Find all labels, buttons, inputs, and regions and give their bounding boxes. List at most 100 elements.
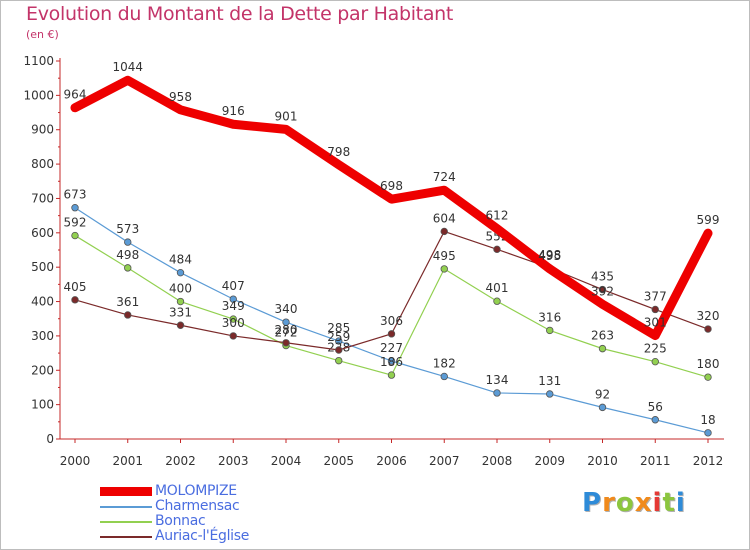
chart-title: Evolution du Montant de la Dette par Hab… [26, 3, 454, 25]
data-point-2 [71, 231, 79, 240]
data-point-2 [704, 373, 712, 381]
data-point-3 [335, 346, 343, 354]
logo-letter: i [652, 488, 663, 518]
data-label-2: 186 [380, 355, 403, 369]
logo-letter: t [662, 488, 676, 518]
data-label-0: 698 [380, 179, 403, 193]
data-label-1: 340 [275, 302, 298, 316]
data-point-3 [282, 339, 290, 347]
data-point-3 [598, 285, 607, 294]
data-label-0: 1044 [112, 60, 143, 74]
data-label-1: 407 [222, 279, 245, 293]
data-point-1 [229, 295, 237, 303]
x-tick-label: 2006 [376, 454, 407, 468]
y-tick-label: 500 [31, 260, 54, 274]
data-point-1 [176, 268, 185, 277]
data-label-0: 612 [486, 209, 509, 223]
x-tick-label: 2009 [534, 454, 565, 468]
data-point-2 [229, 315, 237, 323]
data-point-3 [124, 311, 132, 319]
data-label-2: 316 [538, 310, 561, 324]
data-point-3 [440, 227, 448, 236]
legend-swatch-charmensac [100, 506, 152, 508]
data-point-1 [440, 372, 448, 381]
data-label-0: 392 [591, 284, 614, 298]
x-tick-label: 2007 [429, 454, 460, 468]
data-point-2 [335, 356, 343, 365]
data-label-2: 495 [433, 249, 456, 263]
data-label-2: 225 [644, 342, 667, 356]
data-point-2 [124, 264, 132, 272]
data-label-3: 405 [64, 280, 87, 294]
data-point-3 [651, 305, 659, 314]
data-label-0: 958 [169, 90, 192, 104]
logo-letter: P [582, 488, 603, 518]
data-label-2: 400 [169, 282, 192, 296]
data-label-2: 263 [591, 329, 614, 343]
legend-label-charmensac: Charmensac [155, 498, 240, 514]
data-label-0: 724 [433, 170, 456, 184]
data-point-1 [335, 337, 343, 345]
data-label-0: 495 [538, 249, 561, 263]
y-tick-label: 0 [46, 432, 54, 446]
data-label-3: 604 [433, 211, 456, 225]
data-point-2 [440, 265, 448, 273]
data-label-0: 599 [697, 213, 720, 227]
x-tick-label: 2001 [112, 454, 143, 468]
data-label-1: 182 [433, 356, 456, 370]
legend-swatch-bonnac [100, 521, 152, 523]
chart-unit: (en €) [26, 28, 59, 41]
legend-label-molompize: MOLOMPIZE [155, 483, 237, 499]
data-point-1 [704, 429, 712, 437]
data-label-1: 56 [648, 400, 663, 414]
data-point-1 [124, 238, 132, 246]
data-label-3: 280 [275, 323, 298, 337]
series-line-0 [70, 75, 713, 341]
x-tick-label: 2005 [323, 454, 354, 468]
data-point-2 [546, 326, 554, 335]
logo-letter: o [615, 488, 635, 518]
data-point-3 [387, 330, 396, 338]
data-label-3: 498 [538, 248, 561, 262]
legend-swatch-molompize [100, 487, 152, 496]
x-tick-label: 2008 [482, 454, 513, 468]
data-label-2: 349 [222, 299, 245, 313]
y-tick-label: 1100 [23, 54, 54, 68]
x-tick-label: 2010 [587, 454, 618, 468]
data-label-1: 92 [595, 387, 610, 401]
data-label-2: 401 [486, 281, 509, 295]
data-label-0: 916 [222, 104, 245, 118]
data-label-1: 673 [64, 188, 87, 202]
data-point-3 [176, 321, 185, 329]
legend-label-auriac: Auriac-l'Église [155, 528, 250, 544]
data-label-3: 300 [222, 316, 245, 330]
data-label-0: 901 [275, 109, 298, 123]
data-label-0: 964 [64, 88, 87, 102]
legend-swatch-auriac [100, 536, 152, 538]
logo-letter: i [675, 488, 686, 518]
data-point-3 [704, 325, 712, 333]
data-point-1 [71, 204, 79, 212]
data-label-1: 484 [169, 253, 192, 267]
x-tick-label: 2011 [640, 454, 671, 468]
y-tick-label: 300 [31, 329, 54, 343]
data-label-1: 285 [327, 321, 350, 335]
data-label-2: 272 [275, 326, 298, 340]
data-label-1: 573 [116, 222, 139, 236]
data-point-1 [546, 390, 554, 398]
y-tick-label: 600 [31, 226, 54, 240]
y-tick-label: 200 [31, 363, 54, 377]
data-label-1: 131 [538, 374, 561, 388]
data-label-3: 331 [169, 305, 192, 319]
data-point-2 [598, 344, 607, 353]
line-chart: 0 100 200 300 400 500 600 700 800 900 1000 1100 2000… [23, 54, 724, 468]
data-point-3 [493, 245, 501, 254]
data-label-3: 259 [327, 330, 350, 344]
data-label-3: 435 [591, 270, 614, 284]
x-tick-label: 2002 [165, 454, 196, 468]
data-point-2 [387, 371, 396, 379]
data-point-3 [71, 296, 79, 304]
data-point-1 [598, 403, 607, 412]
x-tick-label: 2004 [271, 454, 302, 468]
y-tick-label: 1000 [23, 88, 54, 102]
